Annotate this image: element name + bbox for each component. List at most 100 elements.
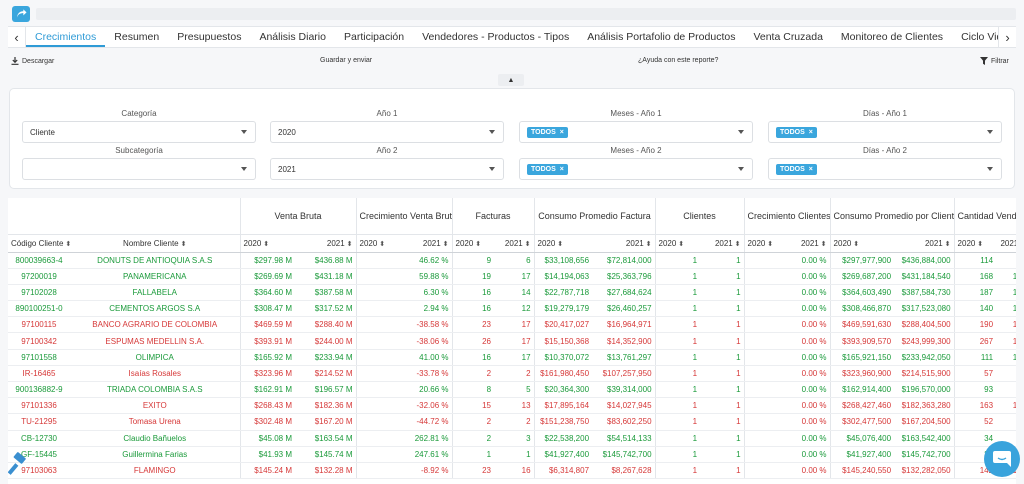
table-row[interactable]: GF-15445 Guillermina Farias $41.93 M $145.7…	[8, 446, 1016, 463]
col-year2-header[interactable]: 2021	[592, 234, 656, 253]
col-year1-header[interactable]: 2020	[451, 234, 495, 253]
table-row[interactable]: 97100115 BANCO AGRARIO DE COLOMBIA $469.59…	[8, 316, 1016, 334]
dias1-select[interactable]: TODOS ×	[768, 121, 1002, 143]
download-button[interactable]: Descargar	[11, 57, 54, 65]
chip-remove-icon[interactable]: ×	[808, 165, 813, 173]
table-cell: FLAMINGO	[70, 462, 240, 480]
hammer-icon[interactable]	[7, 452, 32, 476]
tab-0[interactable]: Crecimientos	[26, 27, 106, 47]
tab-7[interactable]: Venta Cruzada	[753, 31, 823, 43]
chip-remove-icon[interactable]: ×	[559, 128, 564, 136]
filter-dias2: Días - Año 2 TODOS ×	[768, 146, 1002, 180]
col-year1-header[interactable]: 2020	[654, 234, 701, 253]
table-row[interactable]: 890100251-0 CEMENTOS ARGOS S.A $308.47 M $3…	[8, 300, 1016, 318]
col-nombre-header[interactable]: Nombre Cliente	[70, 234, 240, 253]
col-year1-header[interactable]: 2020	[953, 234, 997, 253]
tab-6[interactable]: Análisis Portafolio de Productos	[587, 31, 736, 43]
table-body: 800039663-4 DONUTS DE ANTIOQUIA S.A.S $297…	[8, 252, 1016, 480]
table-row[interactable]: 97103063 FLAMINGO $145.24 M $132.28 M -8.92 …	[8, 462, 1016, 480]
tab-2[interactable]: Presupuestos	[177, 31, 242, 43]
table-cell: $317,523,080	[894, 300, 955, 318]
table-cell: $22,538,200	[533, 430, 593, 447]
meses2-chip[interactable]: TODOS ×	[527, 163, 568, 175]
tabs-next-button[interactable]: ›	[998, 27, 1016, 47]
table-cell: 97100342	[8, 332, 70, 350]
table-row[interactable]: 97101558 OLIMPICA $165.92 M $233.94 M 41.00 …	[8, 349, 1016, 366]
tab-3[interactable]: Análisis Diario	[259, 31, 326, 43]
table-cell: 12	[494, 300, 535, 318]
col-year2-header[interactable]: 2021	[295, 234, 357, 253]
table-row[interactable]: TU-21295 Tomasa Urena $302.48 M $167.20 M -4…	[8, 413, 1016, 431]
col-year1-header[interactable]: 2020	[743, 234, 789, 253]
anio2-select[interactable]: 2021	[270, 158, 504, 180]
table-cell: $297.98 M	[239, 252, 295, 269]
subcategoria-select[interactable]	[22, 158, 256, 180]
table-row[interactable]: CB-12730 Claudio Bañuelos $45.08 M $163.54 …	[8, 430, 1016, 447]
tab-4[interactable]: Participación	[343, 31, 405, 43]
help-link[interactable]: ¿Ayuda con este reporte?	[638, 57, 718, 64]
save-send-button[interactable]: Guardar y enviar	[320, 57, 372, 64]
table-cell: 2	[451, 413, 495, 431]
col-year2-header[interactable]: 2021	[788, 234, 831, 253]
col-year1-header[interactable]: 2020	[533, 234, 593, 253]
filters-panel: Categoría Cliente Año 1 2020 Meses - Año…	[9, 88, 1015, 189]
table-cell: 144	[996, 284, 1016, 302]
table-cell: 190	[953, 316, 997, 334]
col-year2-header[interactable]: 2021	[700, 234, 745, 253]
table-row[interactable]: 97100342 ESPUMAS MEDELLIN S.A. $393.91 M $2…	[8, 332, 1016, 350]
table-row[interactable]: 800039663-4 DONUTS DE ANTIOQUIA S.A.S $297…	[8, 252, 1016, 269]
table-cell: $45,076,400	[829, 430, 895, 447]
dias2-select[interactable]: TODOS ×	[768, 158, 1002, 180]
col-codigo-header[interactable]: Código Cliente	[8, 234, 70, 253]
col-year2-header[interactable]: 2021	[996, 234, 1016, 253]
table-cell: $387.58 M	[295, 284, 357, 302]
chevron-up-icon: ▲	[507, 76, 515, 84]
meses1-select[interactable]: TODOS ×	[519, 121, 753, 143]
table-row[interactable]: 97200019 PANAMERICANA $269.69 M $431.18 M 59…	[8, 268, 1016, 285]
chip-remove-icon[interactable]: ×	[808, 128, 813, 136]
table-cell: $145,742,700	[894, 446, 955, 463]
download-label: Descargar	[22, 57, 55, 65]
share-button[interactable]	[12, 6, 30, 22]
anio1-select[interactable]: 2020	[270, 121, 504, 143]
collapse-filters-button[interactable]: ▲	[498, 74, 524, 86]
dias1-chip[interactable]: TODOS ×	[776, 126, 817, 138]
meses2-select[interactable]: TODOS ×	[519, 158, 753, 180]
table-cell: $233.94 M	[295, 349, 357, 366]
table-cell: 17	[494, 316, 535, 334]
tabs-prev-button[interactable]: ‹	[8, 27, 26, 47]
col-year2-header[interactable]: 2021	[402, 234, 453, 253]
col-year1-header[interactable]: 2020	[829, 234, 895, 253]
col-year2-header[interactable]: 2021	[494, 234, 535, 253]
table-cell: 1	[700, 462, 745, 480]
tab-8[interactable]: Monitoreo de Clientes	[840, 31, 944, 43]
tab-5[interactable]: Vendedores - Productos - Tipos	[422, 31, 570, 43]
categoria-select[interactable]: Cliente	[22, 121, 256, 143]
table-cell: 17	[494, 268, 535, 285]
chat-button[interactable]	[984, 441, 1020, 477]
table-row[interactable]: 900136882-9 TRIADA COLOMBIA S.A.S $162.91 …	[8, 381, 1016, 399]
meses1-chip[interactable]: TODOS ×	[527, 126, 568, 138]
tab-9[interactable]: Ciclo Vida Clientes	[961, 31, 998, 43]
col-year2-header[interactable]: 2021	[894, 234, 955, 253]
table-row[interactable]: IR-16465 Isaías Rosales $323.96 M $214.52 M…	[8, 365, 1016, 383]
tab-1[interactable]: Resumen	[114, 31, 160, 43]
table-row[interactable]: 97101336 EXITO $268.43 M $182.36 M -32.06 % 1…	[8, 397, 1016, 415]
table-cell: $145.24 M	[239, 462, 295, 480]
table-cell: 0.00 %	[788, 365, 831, 383]
col-year1-header[interactable]: 2020	[355, 234, 403, 253]
table-cell: 40	[996, 413, 1016, 431]
table-cell: $162,914,400	[829, 381, 895, 399]
table-cell: 16	[451, 300, 495, 318]
filter-anio1: Año 1 2020	[270, 109, 504, 143]
header-group: Cantidad Vendida	[953, 198, 1016, 235]
chip-remove-icon[interactable]: ×	[559, 165, 564, 173]
table-cell: $132.28 M	[295, 462, 357, 480]
table-cell: 0.00 %	[788, 252, 831, 269]
table-cell: 197	[996, 268, 1016, 285]
table-cell: 1	[654, 284, 701, 302]
col-year1-header[interactable]: 2020	[239, 234, 295, 253]
table-row[interactable]: 97102028 FALLABELA $364.60 M $387.58 M 6.30 …	[8, 284, 1016, 302]
filter-button[interactable]: Filtrar	[980, 57, 1009, 65]
dias2-chip[interactable]: TODOS ×	[776, 163, 817, 175]
